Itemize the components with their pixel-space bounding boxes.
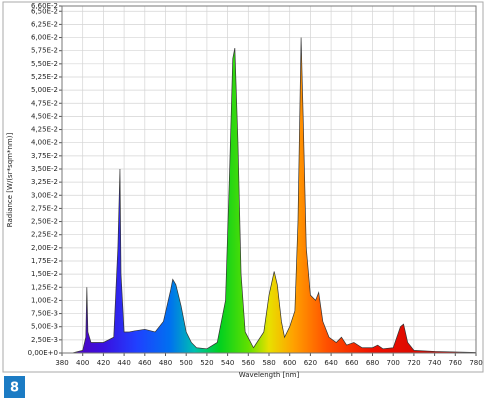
y-tick-label: 2,25E-2 (31, 231, 58, 239)
x-tick-label: 520 (200, 359, 213, 367)
x-tick-label: 740 (428, 359, 441, 367)
x-tick-label: 400 (76, 359, 89, 367)
y-tick-label: 7,50E-3 (31, 310, 58, 318)
y-tick-label: 5,75E-2 (31, 47, 58, 55)
y-tick-label: 6,25E-2 (31, 20, 58, 28)
x-tick-label: 780 (469, 359, 482, 367)
y-tick-label: 4,50E-2 (31, 112, 58, 120)
y-tick-label: 2,75E-2 (31, 204, 58, 212)
y-tick-label: 2,00E-2 (31, 244, 58, 252)
x-tick-label: 460 (138, 359, 151, 367)
y-tick-label: 0,00E+0 (28, 349, 58, 357)
x-tick-label: 700 (387, 359, 400, 367)
y-tick-label: 3,00E-2 (31, 191, 58, 199)
x-tick-label: 440 (117, 359, 130, 367)
x-tick-label: 620 (304, 359, 317, 367)
y-tick-label: 1,25E-2 (31, 283, 58, 291)
plot-border (61, 5, 477, 354)
x-tick-label: 600 (283, 359, 296, 367)
y-tick-label: 6,50E-2 (31, 7, 58, 15)
y-tick-label: 5,00E-3 (31, 323, 58, 331)
x-tick-label: 580 (262, 359, 275, 367)
badge-box (4, 376, 25, 398)
x-tick-label: 380 (55, 359, 68, 367)
y-tick-label: 1,00E-2 (31, 296, 58, 304)
x-tick-label: 420 (97, 359, 110, 367)
y-tick-label: 6,00E-2 (31, 34, 58, 42)
y-tick-label: 4,25E-2 (31, 126, 58, 134)
y-tick-label: 2,50E-3 (31, 336, 58, 344)
x-tick-label: 660 (345, 359, 358, 367)
y-tick-label: 2,50E-2 (31, 218, 58, 226)
y-tick-label: 3,75E-2 (31, 152, 58, 160)
x-tick-label: 560 (242, 359, 255, 367)
x-tick-label: 760 (449, 359, 462, 367)
x-tick-label: 720 (407, 359, 420, 367)
y-axis-label: Radiance [W/(sr*sqm*nm)] (6, 133, 14, 228)
x-tick-label: 500 (180, 359, 193, 367)
y-tick-label: 1,75E-2 (31, 257, 58, 265)
y-tick-label: 4,00E-2 (31, 139, 58, 147)
y-tick-label: 4,75E-2 (31, 99, 58, 107)
x-tick-label: 640 (324, 359, 337, 367)
badge: 8 (10, 381, 19, 396)
x-tick-label: 480 (159, 359, 172, 367)
x-axis-label: Wavelength [nm] (239, 371, 300, 379)
y-tick-label: 6,60E-2 (31, 2, 58, 10)
y-tick-label: 5,25E-2 (31, 73, 58, 81)
y-tick-label: 1,50E-2 (31, 270, 58, 278)
y-tick-label: 5,50E-2 (31, 60, 58, 68)
spectrum-line (62, 37, 477, 354)
x-tick-label: 540 (221, 359, 234, 367)
x-tick-label: 680 (366, 359, 379, 367)
y-tick-label: 5,00E-2 (31, 86, 58, 94)
y-tick-label: 3,50E-2 (31, 165, 58, 173)
y-tick-label: 3,25E-2 (31, 178, 58, 186)
